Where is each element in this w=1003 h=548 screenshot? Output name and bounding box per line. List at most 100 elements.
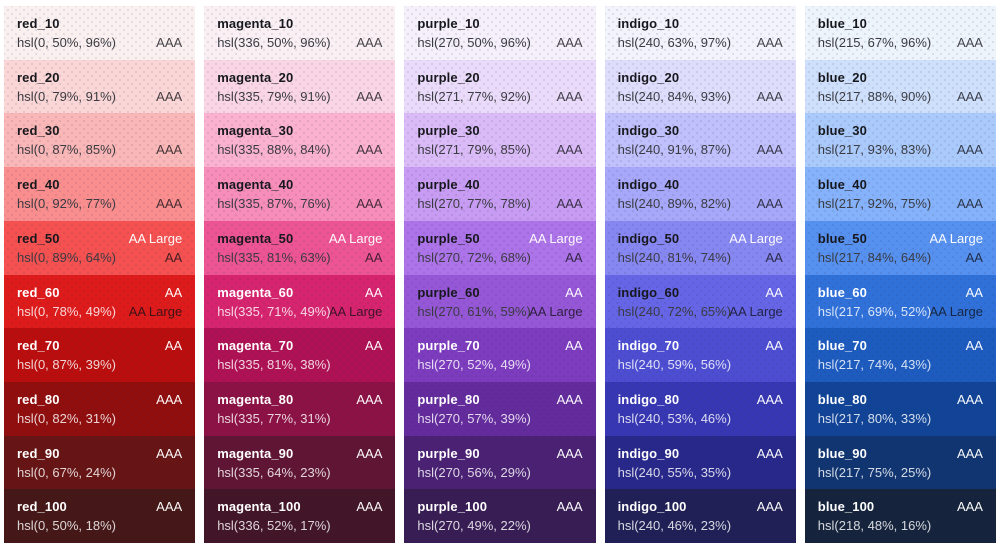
swatch-hsl-value: hsl(270, 50%, 96%) (417, 35, 531, 50)
white-text-contrast-badge: AAA (156, 391, 183, 407)
color-swatch[interactable]: red_90 hsl(0, 67%, 24%) AAA (4, 436, 195, 490)
swatch-name: blue_90 (817, 445, 867, 461)
color-swatch[interactable]: red_60 hsl(0, 78%, 49%) AA AA Large (4, 275, 195, 329)
swatch-meta: purple_80 hsl(270, 57%, 39%) (417, 390, 530, 428)
white-text-contrast-badge: AAA (956, 391, 983, 407)
contrast-badges: AAA (356, 175, 382, 213)
color-swatch[interactable]: purple_10 hsl(270, 50%, 96%) AAA (404, 6, 595, 60)
color-swatch[interactable]: blue_100 hsl(218, 48%, 16%) AAA (805, 489, 996, 543)
color-swatch[interactable]: magenta_10 hsl(336, 50%, 96%) AAA (204, 6, 395, 60)
color-swatch[interactable]: indigo_90 hsl(240, 55%, 35%) AAA (605, 436, 796, 490)
palette-column-magenta: magenta_10 hsl(336, 50%, 96%) AAA magent… (204, 6, 395, 543)
color-swatch[interactable]: blue_50 hsl(217, 84%, 64%) AA Large AA (805, 221, 996, 275)
swatch-name: magenta_10 (217, 16, 294, 31)
swatch-meta: blue_50 hsl(217, 84%, 64%) (817, 229, 932, 267)
color-swatch[interactable]: blue_20 hsl(217, 88%, 90%) AAA (805, 60, 996, 114)
white-text-contrast-badge: AA (365, 338, 383, 354)
swatch-hsl-value: hsl(218, 48%, 16%) (817, 518, 932, 534)
white-text-contrast-badge: AAA (956, 499, 983, 515)
swatch-name: red_50 (17, 230, 60, 246)
swatch-meta: blue_70 hsl(217, 74%, 43%) (818, 336, 931, 374)
white-text-contrast-badge: AA Large (729, 230, 783, 246)
color-swatch[interactable]: indigo_40 hsl(240, 89%, 82%) AAA (605, 167, 796, 221)
contrast-badges: AAA (557, 497, 583, 535)
color-swatch[interactable]: indigo_100 hsl(240, 46%, 23%) AAA (605, 489, 796, 543)
color-swatch[interactable]: indigo_60 hsl(240, 72%, 65%) AA AA Large (605, 275, 796, 329)
white-text-contrast-badge: AAA (356, 391, 383, 407)
swatch-hsl-value: hsl(215, 67%, 96%) (817, 35, 932, 50)
color-swatch[interactable]: purple_90 hsl(270, 56%, 29%) AAA (404, 436, 595, 490)
swatch-name: purple_70 (417, 338, 480, 354)
black-text-contrast-badge: AA (765, 249, 783, 265)
swatch-meta: red_60 hsl(0, 78%, 49%) (17, 283, 116, 321)
color-swatch[interactable]: red_70 hsl(0, 87%, 39%) AA (4, 328, 195, 382)
color-swatch[interactable]: purple_40 hsl(270, 77%, 78%) AAA (404, 167, 595, 221)
color-swatch[interactable]: magenta_50 hsl(335, 81%, 63%) AA Large A… (204, 221, 395, 275)
color-swatch[interactable]: blue_30 hsl(217, 93%, 83%) AAA (805, 113, 996, 167)
color-swatch[interactable]: magenta_20 hsl(335, 79%, 91%) AAA (204, 60, 395, 114)
color-swatch[interactable]: purple_30 hsl(271, 79%, 85%) AAA (404, 113, 595, 167)
color-swatch[interactable]: magenta_70 hsl(335, 81%, 38%) AA (204, 328, 395, 382)
color-swatch[interactable]: red_10 hsl(0, 50%, 96%) AAA (4, 6, 195, 60)
contrast-badges: AAA (557, 14, 583, 52)
color-swatch[interactable]: magenta_100 hsl(336, 52%, 17%) AAA (204, 489, 395, 543)
color-swatch[interactable]: magenta_80 hsl(335, 77%, 31%) AAA (204, 382, 395, 436)
color-swatch[interactable]: indigo_80 hsl(240, 53%, 46%) AAA (605, 382, 796, 436)
color-swatch[interactable]: blue_70 hsl(217, 74%, 43%) AA (805, 328, 996, 382)
color-swatch[interactable]: red_50 hsl(0, 89%, 64%) AA Large AA (4, 221, 195, 275)
color-swatch[interactable]: purple_50 hsl(270, 72%, 68%) AA Large AA (404, 221, 595, 275)
swatch-hsl-value: hsl(336, 50%, 96%) (217, 35, 331, 50)
swatch-meta: indigo_50 hsl(240, 81%, 74%) (618, 229, 731, 267)
color-swatch[interactable]: red_20 hsl(0, 79%, 91%) AAA (4, 60, 195, 114)
swatch-name: magenta_50 (217, 230, 294, 246)
swatch-name: purple_50 (417, 230, 480, 246)
swatch-meta: magenta_10 hsl(336, 50%, 96%) (217, 14, 330, 52)
swatch-name: magenta_40 (217, 177, 294, 193)
contrast-badges: AAA (957, 14, 983, 52)
color-swatch[interactable]: purple_80 hsl(270, 57%, 39%) AAA (404, 382, 595, 436)
color-swatch[interactable]: purple_60 hsl(270, 61%, 59%) AA AA Large (404, 275, 595, 329)
swatch-meta: purple_20 hsl(271, 77%, 92%) (417, 68, 530, 106)
swatch-hsl-value: hsl(270, 57%, 39%) (417, 410, 531, 426)
color-swatch[interactable]: red_100 hsl(0, 50%, 18%) AAA (4, 489, 195, 543)
white-text-contrast-badge: AAA (756, 391, 783, 407)
color-swatch[interactable]: blue_90 hsl(217, 75%, 25%) AAA (805, 436, 996, 490)
contrast-badges: AA (365, 336, 382, 374)
color-swatch[interactable]: indigo_50 hsl(240, 81%, 74%) AA Large AA (605, 221, 796, 275)
swatch-hsl-value: hsl(0, 89%, 64%) (17, 249, 116, 265)
swatch-hsl-value: hsl(217, 69%, 52%) (817, 303, 932, 319)
color-swatch[interactable]: red_80 hsl(0, 82%, 31%) AAA (4, 382, 195, 436)
swatch-name: red_100 (17, 499, 67, 515)
color-swatch[interactable]: indigo_70 hsl(240, 59%, 56%) AA (605, 328, 796, 382)
color-swatch[interactable]: indigo_10 hsl(240, 63%, 97%) AAA (605, 6, 796, 60)
color-swatch[interactable]: red_30 hsl(0, 87%, 85%) AAA (4, 113, 195, 167)
black-text-contrast-badge: AA (565, 249, 583, 265)
black-text-contrast-badge: AA (164, 249, 183, 265)
swatch-meta: red_30 hsl(0, 87%, 85%) (17, 121, 116, 159)
color-swatch[interactable]: purple_20 hsl(271, 77%, 92%) AAA (404, 60, 595, 114)
black-text-contrast-badge: AA (965, 249, 983, 265)
contrast-badges: AAA (757, 14, 783, 52)
swatch-hsl-value: hsl(217, 84%, 64%) (817, 249, 932, 265)
swatch-name: magenta_20 (217, 69, 294, 85)
color-swatch[interactable]: red_40 hsl(0, 92%, 77%) AAA (4, 167, 195, 221)
color-swatch[interactable]: magenta_30 hsl(335, 88%, 84%) AAA (204, 113, 395, 167)
color-swatch[interactable]: magenta_40 hsl(335, 87%, 76%) AAA (204, 167, 395, 221)
color-swatch[interactable]: indigo_20 hsl(240, 84%, 93%) AAA (605, 60, 796, 114)
color-swatch[interactable]: blue_10 hsl(215, 67%, 96%) AAA (805, 6, 996, 60)
black-text-contrast-badge: AAA (356, 88, 383, 104)
contrast-badges: AA (165, 336, 182, 374)
color-swatch[interactable]: magenta_60 hsl(335, 71%, 49%) AA AA Larg… (204, 275, 395, 329)
swatch-meta: indigo_80 hsl(240, 53%, 46%) (618, 390, 731, 428)
color-swatch[interactable]: indigo_30 hsl(240, 91%, 87%) AAA (605, 113, 796, 167)
color-swatch[interactable]: blue_80 hsl(217, 80%, 33%) AAA (805, 382, 996, 436)
contrast-badges: AAA (757, 68, 783, 106)
color-swatch[interactable]: magenta_90 hsl(335, 64%, 23%) AAA (204, 436, 395, 490)
color-swatch[interactable]: blue_60 hsl(217, 69%, 52%) AA AA Large (805, 275, 996, 329)
color-swatch[interactable]: purple_70 hsl(270, 52%, 49%) AA (404, 328, 595, 382)
color-swatch[interactable]: purple_100 hsl(270, 49%, 22%) AAA (404, 489, 595, 543)
swatch-hsl-value: hsl(271, 77%, 92%) (417, 88, 531, 104)
color-swatch[interactable]: blue_40 hsl(217, 92%, 75%) AAA (805, 167, 996, 221)
swatch-meta: purple_70 hsl(270, 52%, 49%) (417, 336, 530, 374)
contrast-badges: AA AA Large (729, 283, 783, 321)
